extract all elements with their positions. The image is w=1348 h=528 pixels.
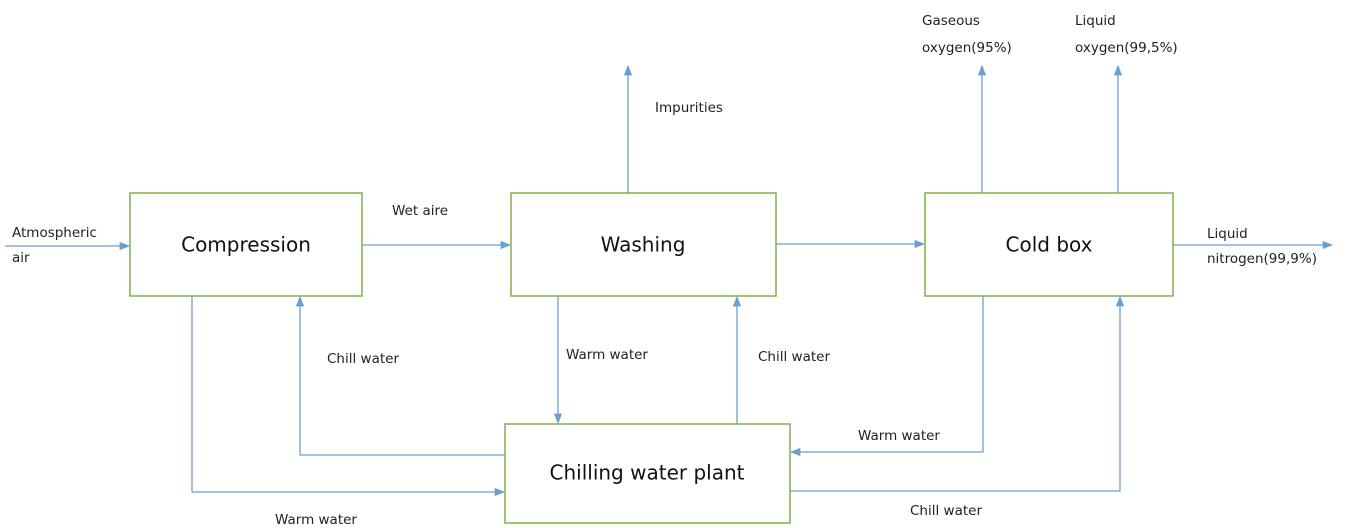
edge-label: Wet aire — [392, 203, 448, 219]
edge-label: oxygen(95%) — [922, 40, 1012, 56]
edge-label: nitrogen(99,9%) — [1207, 251, 1317, 267]
boxes — [129, 192, 1174, 524]
node-box — [510, 192, 777, 297]
edge-label: Chill water — [758, 349, 830, 365]
edge-label: Warm water — [275, 512, 357, 528]
edge-label: Chill water — [327, 351, 399, 367]
node-label: Compression — [181, 233, 311, 257]
node-box — [129, 192, 363, 297]
node-box — [504, 423, 791, 524]
edge-label: air — [12, 250, 30, 266]
node-label: Washing — [601, 233, 686, 257]
node-box — [924, 192, 1174, 297]
edge-label: Liquid — [1207, 226, 1248, 242]
edge-label: Chill water — [910, 503, 982, 519]
edge-label: oxygen(99,5%) — [1075, 40, 1178, 56]
arrow — [789, 296, 984, 457]
arrow — [790, 295, 1125, 492]
node-label: Cold box — [1006, 233, 1093, 257]
arrow — [191, 296, 506, 497]
edge-label: Atmospheric — [12, 225, 97, 241]
edge-label: Warm water — [566, 347, 648, 363]
edge-label: Gaseous — [922, 13, 980, 29]
edge-label: Warm water — [858, 428, 940, 444]
node-label: Chilling water plant — [550, 461, 745, 485]
arrow — [295, 295, 505, 456]
edge-label: Impurities — [655, 100, 723, 116]
arrows — [5, 64, 1334, 497]
edge-label: Liquid — [1075, 13, 1116, 29]
